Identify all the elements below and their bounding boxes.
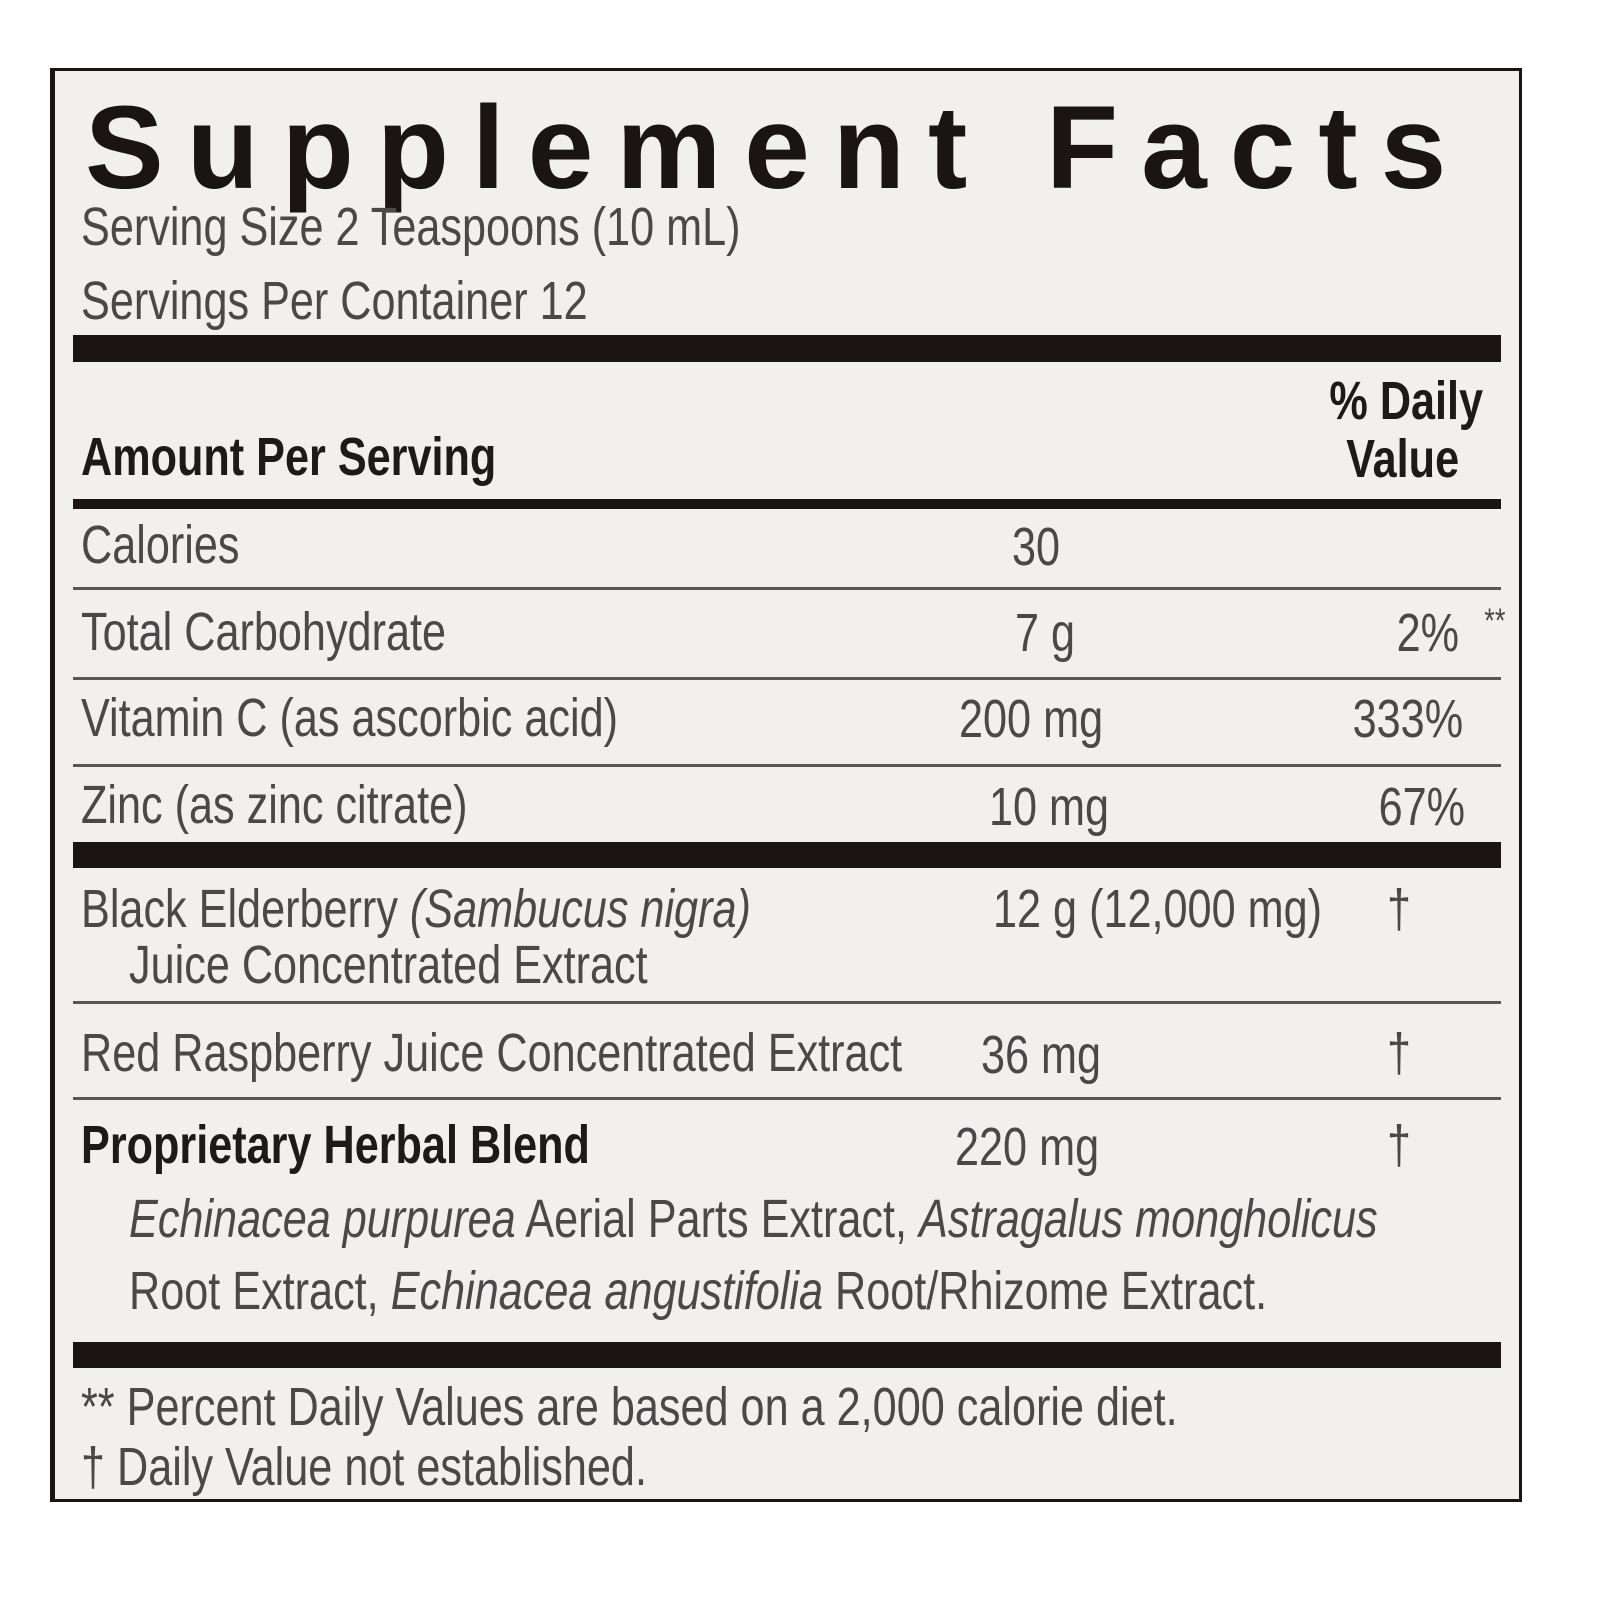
ingredient-blend-name: Proprietary Herbal Blend	[81, 1115, 590, 1175]
blend-echinacea-angustifolia: Echinacea angustifolia	[390, 1261, 823, 1321]
row-carb-name: Total Carbohydrate	[81, 602, 447, 662]
thick-divider	[73, 1342, 1501, 1368]
thick-divider	[73, 842, 1501, 868]
ingredient-elderberry-latin: (Sambucus nigra)	[409, 879, 751, 939]
thin-divider	[73, 587, 1501, 590]
servings-per-container: Servings Per Container 12	[81, 271, 588, 331]
ingredient-raspberry-name: Red Raspberry Juice Concentrated Extract	[81, 1023, 903, 1083]
ingredient-elderberry-common: Black Elderberry	[81, 879, 398, 939]
medium-divider	[73, 499, 1501, 509]
thin-divider	[73, 677, 1501, 680]
row-carb-amount: 7 g	[1015, 603, 1076, 663]
blend-components-line1: Echinacea purpurea Aerial Parts Extract,…	[129, 1189, 1378, 1249]
thin-divider	[73, 1001, 1501, 1004]
blend-text: Root Extract,	[129, 1261, 391, 1321]
ingredient-elderberry-name-2: Juice Concentrated Extract	[129, 935, 648, 995]
row-calories-name: Calories	[81, 515, 240, 575]
daily-value-header-1: % Daily	[1329, 371, 1483, 431]
blend-text: Root/Rhizome Extract.	[823, 1261, 1268, 1321]
ingredient-raspberry-dv: †	[1387, 1023, 1412, 1083]
thin-divider	[73, 764, 1501, 767]
ingredient-elderberry-amount: 12 g (12,000 mg)	[993, 879, 1322, 939]
panel-title: Supplement Facts	[85, 82, 1470, 214]
supplement-facts-panel: Supplement Facts Serving Size 2 Teaspoon…	[50, 68, 1522, 1502]
daily-value-header-2: Value	[1346, 429, 1459, 489]
row-vitc-amount: 200 mg	[959, 689, 1104, 749]
ingredient-elderberry-dv: †	[1387, 879, 1412, 939]
row-zinc-dv: 67%	[1378, 777, 1465, 837]
serving-size: Serving Size 2 Teaspoons (10 mL)	[81, 197, 741, 257]
row-zinc-amount: 10 mg	[989, 777, 1110, 837]
thick-divider	[73, 335, 1501, 362]
blend-astragalus: Astragalus mongholicus	[919, 1189, 1378, 1249]
blend-text: Aerial Parts Extract,	[515, 1189, 920, 1249]
ingredient-raspberry-amount: 36 mg	[981, 1025, 1102, 1085]
blend-components-line2: Root Extract, Echinacea angustifolia Roo…	[129, 1261, 1267, 1321]
footnote-dagger: † Daily Value not established.	[81, 1437, 647, 1497]
thin-divider	[73, 1097, 1501, 1100]
row-carb-dv: 2%	[1396, 603, 1459, 663]
row-calories-amount: 30	[1012, 517, 1061, 577]
row-carb-dv-mark: **	[1483, 602, 1505, 640]
ingredient-elderberry-name: Black Elderberry (Sambucus nigra)	[81, 879, 751, 939]
row-vitc-dv: 333%	[1352, 689, 1464, 749]
ingredient-blend-amount: 220 mg	[955, 1117, 1100, 1177]
amount-per-serving-header: Amount Per Serving	[81, 427, 497, 487]
ingredient-blend-dv: †	[1387, 1115, 1412, 1175]
footnote-daily-values: ** Percent Daily Values are based on a 2…	[81, 1377, 1178, 1437]
row-vitc-name: Vitamin C (as ascorbic acid)	[81, 688, 618, 748]
row-zinc-name: Zinc (as zinc citrate)	[81, 775, 468, 835]
blend-echinacea-purpurea: Echinacea purpurea	[129, 1189, 516, 1249]
